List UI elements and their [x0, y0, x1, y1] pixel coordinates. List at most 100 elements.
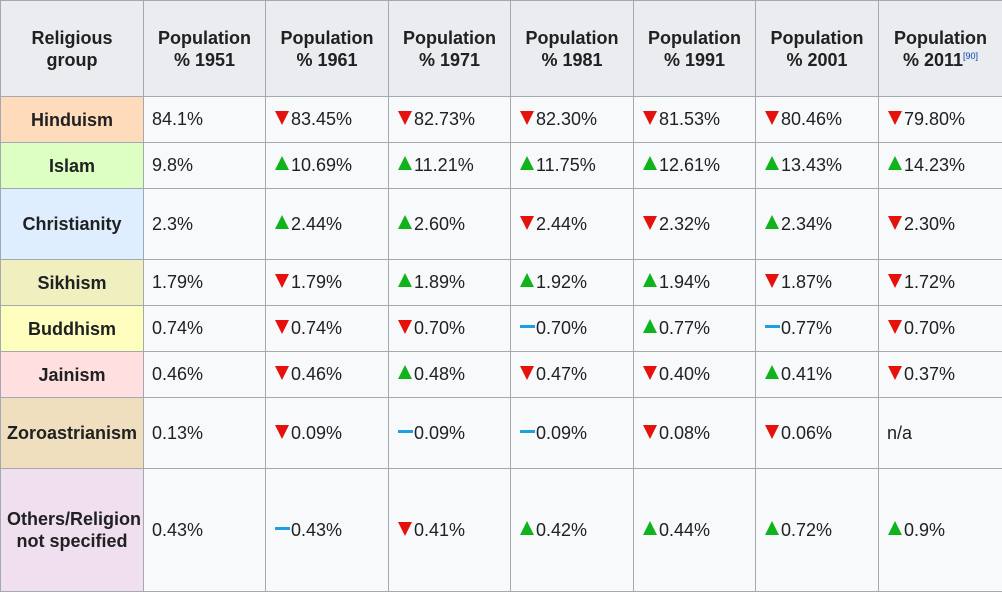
population-cell: 1.94%	[633, 259, 756, 306]
decrease-triangle-icon	[274, 110, 290, 126]
decrease-triangle-icon	[887, 365, 903, 381]
decrease-triangle-icon	[887, 215, 903, 231]
population-value: 11.75%	[536, 155, 596, 175]
column-header-label: Population % 2011	[894, 27, 987, 70]
population-cell: 81.53%	[633, 96, 756, 143]
population-value: 1.94%	[659, 272, 711, 292]
population-cell: 1.79%	[143, 259, 266, 306]
population-value: 0.43%	[152, 519, 204, 540]
population-cell: 0.09%	[510, 397, 634, 469]
decrease-triangle-icon	[397, 110, 413, 126]
table-row: Sikhism 1.79% 1.79% 1.89% 1.92% 1.94% 1.87% 1.7…	[0, 259, 1002, 306]
increase-triangle-icon	[642, 156, 658, 172]
population-cell: 2.3%	[143, 188, 266, 260]
population-cell: 0.47%	[510, 351, 634, 398]
population-value: 0.74%	[291, 318, 343, 338]
increase-triangle-icon	[397, 156, 413, 172]
population-value: 0.77%	[659, 318, 711, 338]
population-cell: 12.61%	[633, 142, 756, 189]
increase-triangle-icon	[887, 520, 903, 537]
religious-group-label: Jainism	[0, 351, 144, 398]
population-value: 1.79%	[291, 272, 343, 292]
table-row: Buddhism 0.74% 0.74% 0.70% 0.70% 0.77% 0.77% 0.…	[0, 305, 1002, 352]
population-value: 0.40%	[659, 364, 711, 384]
population-value: 0.41%	[781, 364, 833, 384]
population-value: 11.21%	[414, 155, 474, 175]
population-cell: 2.32%	[633, 188, 756, 260]
decrease-triangle-icon	[887, 273, 903, 289]
header-row: Religious group Population % 1951 Popula…	[0, 0, 1002, 97]
population-value: 84.1%	[152, 109, 204, 129]
population-cell: 2.60%	[388, 188, 511, 260]
table-row: Zoroastrianism 0.13% 0.09% 0.09% 0.09% 0.08% 0…	[0, 397, 1002, 469]
column-header-label: Population % 1961	[280, 27, 374, 70]
increase-triangle-icon	[397, 273, 413, 289]
religious-group-label: Sikhism	[0, 259, 144, 306]
religious-group-label: Christianity	[0, 188, 144, 260]
population-cell: 1.72%	[878, 259, 1002, 306]
decrease-triangle-icon	[274, 273, 290, 289]
population-cell: 0.41%	[755, 351, 879, 398]
column-header-1961: Population % 1961	[265, 0, 389, 97]
population-cell: 0.70%	[878, 305, 1002, 352]
population-cell: 1.87%	[755, 259, 879, 306]
population-cell: 0.37%	[878, 351, 1002, 398]
population-cell: 0.77%	[633, 305, 756, 352]
population-value: 2.34%	[781, 213, 833, 234]
population-value: 14.23%	[904, 155, 966, 175]
population-value: 0.13%	[152, 422, 204, 443]
decrease-triangle-icon	[764, 424, 780, 440]
population-cell: 2.34%	[755, 188, 879, 260]
population-value: 0.44%	[659, 519, 711, 540]
increase-triangle-icon	[642, 520, 658, 537]
decrease-triangle-icon	[642, 424, 658, 440]
table-body: Hinduism 84.1% 83.45% 82.73% 82.30% 81.53% 80.…	[0, 96, 1002, 592]
population-cell: 0.43%	[143, 468, 266, 592]
population-cell: 2.44%	[510, 188, 634, 260]
population-value: 0.06%	[781, 422, 833, 443]
decrease-triangle-icon	[397, 319, 413, 335]
population-cell: n/a	[878, 397, 1002, 469]
population-cell: 1.89%	[388, 259, 511, 306]
population-cell: 0.72%	[755, 468, 879, 592]
population-value: 2.44%	[291, 213, 343, 234]
increase-triangle-icon	[764, 214, 780, 231]
population-value: 2.60%	[414, 213, 466, 234]
population-value: 9.8%	[152, 155, 194, 175]
column-header-label: Population % 1981	[525, 27, 619, 70]
population-cell: 0.09%	[265, 397, 389, 469]
increase-triangle-icon	[642, 319, 658, 335]
population-value: 2.3%	[152, 213, 194, 234]
column-header-religious-group: Religious group	[0, 0, 144, 97]
decrease-triangle-icon	[642, 365, 658, 381]
reference-link[interactable]: [90]	[963, 50, 979, 61]
decrease-triangle-icon	[764, 110, 780, 126]
population-value: 0.08%	[659, 422, 711, 443]
decrease-triangle-icon	[274, 424, 290, 440]
population-cell: 2.30%	[878, 188, 1002, 260]
population-cell: 0.9%	[878, 468, 1002, 592]
religious-group-label: Zoroastrianism	[0, 397, 144, 469]
population-value: 0.74%	[152, 318, 204, 338]
table-row: Others/Religion not specified 0.43% 0.43% 0…	[0, 468, 1002, 592]
increase-triangle-icon	[519, 520, 535, 537]
decrease-triangle-icon	[887, 319, 903, 335]
population-value: 0.46%	[152, 364, 204, 384]
population-value: 0.77%	[781, 318, 833, 338]
population-value: 0.09%	[414, 422, 466, 443]
population-value: 0.37%	[904, 364, 956, 384]
population-value: 2.44%	[536, 213, 588, 234]
religious-group-label: Islam	[0, 142, 144, 189]
table-row: Hinduism 84.1% 83.45% 82.73% 82.30% 81.53% 80.…	[0, 96, 1002, 143]
increase-triangle-icon	[764, 365, 780, 381]
population-value: 82.30%	[536, 109, 598, 129]
increase-triangle-icon	[397, 214, 413, 231]
population-cell: 0.06%	[755, 397, 879, 469]
increase-triangle-icon	[397, 365, 413, 381]
population-cell: 0.46%	[265, 351, 389, 398]
population-cell: 13.43%	[755, 142, 879, 189]
population-value: 0.72%	[781, 519, 833, 540]
population-value: 0.70%	[536, 318, 588, 338]
steady-dash-icon	[274, 521, 290, 537]
